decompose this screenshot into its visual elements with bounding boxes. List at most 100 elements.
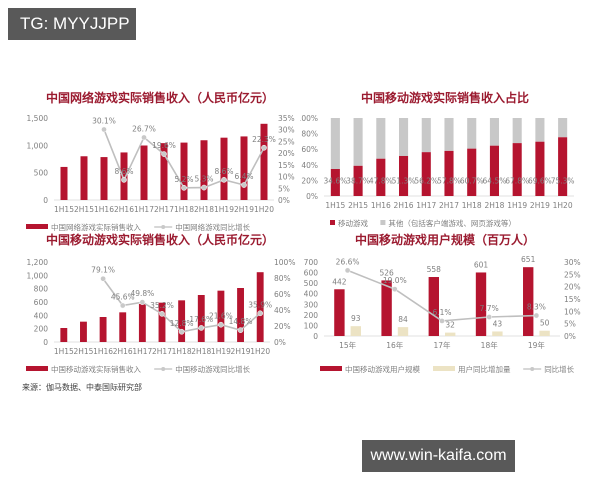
data-label: 558 (427, 265, 442, 274)
y-axis-right-tick: 5% (564, 320, 576, 329)
y-axis-left-tick: 100 (304, 321, 319, 330)
data-label: 49.8% (130, 289, 154, 298)
bar-revenue (220, 137, 228, 200)
bar-mobile (376, 158, 386, 196)
bar-revenue (100, 157, 108, 200)
data-label: 67.8% (505, 176, 529, 185)
x-axis-tick: 2H19 (530, 201, 550, 210)
bar-mobile (421, 152, 431, 196)
data-label: 69.6% (528, 176, 552, 185)
x-axis-tick: 1H17 (132, 347, 152, 356)
y-axis-right-tick: 80% (274, 274, 291, 283)
growth-marker (257, 310, 264, 317)
x-axis-tick: 17年 (433, 340, 451, 350)
data-label: 26.6% (336, 257, 360, 266)
legend-label: 中国移动游戏用户规模 (345, 364, 420, 374)
data-label: 8.6% (114, 167, 133, 176)
data-label: 6.4% (234, 172, 253, 181)
x-axis-tick: 1H17 (416, 201, 436, 210)
growth-marker (241, 182, 247, 188)
legend-label: 移动游戏 (338, 218, 368, 228)
growth-marker (119, 302, 126, 309)
online-game-revenue-chart: 中国网络游戏实际销售收入（人民币亿元） 0 500 1,000 1,500 0% 5% 10%… (20, 88, 300, 234)
y-axis-left-tick: 400 (34, 311, 49, 320)
bar-mobile (558, 137, 568, 196)
y-axis-right-tick: 10% (564, 307, 581, 316)
legend-label: 中国移动游戏同比增长 (175, 364, 250, 374)
data-label: 35.9% (248, 300, 272, 309)
bar-increment (397, 327, 409, 336)
x-axis-tick: 1H16 (93, 347, 113, 356)
x-axis-tick: 2H16 (394, 201, 414, 210)
bar-users (523, 267, 534, 336)
x-axis-tick: 1H15 (325, 201, 345, 210)
bar-mobile (512, 143, 522, 196)
bar-revenue (80, 321, 87, 342)
x-axis-tick: 2H17 (154, 205, 174, 214)
y-axis-right-tick: 15% (564, 295, 581, 304)
data-label: 45.6% (111, 293, 135, 302)
x-axis-tick: 2H15 (348, 201, 368, 210)
bar-increment (492, 331, 503, 336)
bar-increment (445, 332, 456, 336)
data-label: 442 (332, 277, 347, 286)
legend-label: 其他（包括客户端游戏、网页游戏等） (388, 218, 516, 228)
data-label: 8.3% (527, 303, 546, 312)
bar-revenue (140, 145, 148, 200)
bar-other (467, 118, 477, 149)
y-axis-left-tick: 60% (301, 145, 318, 154)
data-label: 84 (398, 315, 408, 324)
x-axis-tick: 1H18 (174, 205, 194, 214)
bar-mobile (353, 165, 363, 196)
data-label: 5.2% (174, 175, 193, 184)
bar-revenue (99, 317, 107, 342)
y-axis-right-tick: 30% (278, 126, 295, 135)
y-axis-left-tick: 400 (304, 290, 319, 299)
x-axis-tick: 1H20 (553, 201, 573, 210)
x-axis-tick: 2H16 (114, 205, 134, 214)
bar-revenue (160, 143, 168, 200)
bar-other (399, 118, 409, 156)
bar-users (475, 272, 487, 336)
chart-title: 中国网络游戏实际销售收入（人民币亿元） (46, 90, 274, 105)
legend-swatch-icon (26, 224, 48, 229)
data-label: 17.6% (189, 315, 213, 324)
data-label: 21.6% (209, 312, 233, 321)
x-axis-tick: 1H15 (54, 205, 74, 214)
x-axis-tick: 16年 (386, 340, 404, 350)
growth-marker (161, 151, 167, 157)
y-axis-right-tick: 5% (278, 184, 290, 193)
x-axis-tick: 2H15 (73, 347, 93, 356)
growth-marker (221, 177, 227, 183)
x-axis-tick: 1H19 (507, 201, 527, 210)
x-axis-tick: 1H17 (134, 205, 154, 214)
data-label: 601 (474, 260, 489, 269)
growth-marker (141, 134, 147, 141)
data-label: 19.0% (383, 276, 407, 285)
bar-revenue (138, 304, 146, 342)
mobile-users-chart: 中国移动游戏用户规模（百万人） 0 100 200 300 400 500 600 700 0% 5… (300, 230, 590, 376)
chart-title: 中国移动游戏实际销售收入占比 (361, 90, 529, 105)
y-axis-right-tick: 20% (564, 283, 581, 292)
data-label: 51.3% (392, 176, 416, 185)
mobile-share-chart: 中国移动游戏实际销售收入占比 0% 20% 40% 60% 80% 100% 1H152H15… (300, 88, 590, 230)
y-axis-left-tick: 500 (304, 279, 319, 288)
x-axis-tick: 15年 (339, 340, 357, 350)
bar-revenue (178, 300, 186, 342)
y-axis-left-tick: 20% (301, 176, 318, 185)
x-axis-tick: 1H16 (371, 201, 391, 210)
y-axis-right-tick: 35% (278, 114, 295, 123)
x-axis-tick: 2H16 (113, 347, 133, 356)
x-axis-tick: 2H18 (194, 205, 214, 214)
growth-marker (261, 144, 267, 151)
y-axis-left-tick: 300 (304, 300, 319, 309)
y-axis-right-tick: 25% (564, 270, 581, 279)
bar-revenue (237, 288, 244, 342)
bar-other (376, 118, 386, 159)
x-axis-tick: 2H17 (152, 347, 172, 356)
x-axis-tick: 1H16 (94, 205, 114, 214)
y-axis-left-tick: 700 (304, 258, 319, 267)
legend-marker-icon (161, 225, 166, 229)
growth-marker (218, 321, 224, 328)
y-axis-right-tick: 30% (564, 258, 581, 267)
